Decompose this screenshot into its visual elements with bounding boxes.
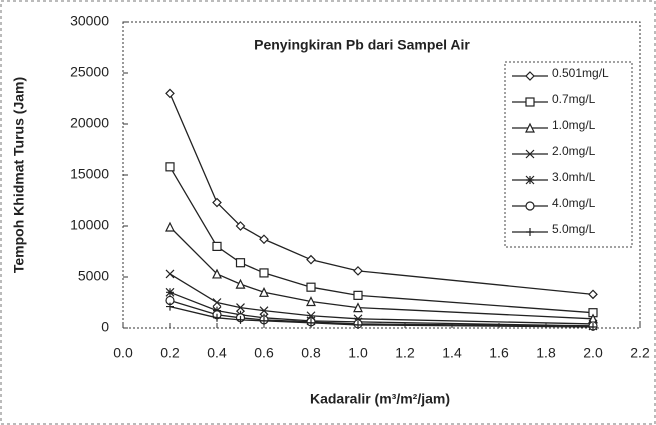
marker (212, 298, 222, 307)
marker (165, 221, 175, 232)
x-tick-label: 0.6 (254, 345, 274, 361)
marker (236, 315, 245, 324)
marker (235, 278, 246, 289)
legend-marker (525, 149, 535, 159)
marker (306, 254, 316, 265)
marker (259, 268, 269, 278)
legend-marker (525, 201, 535, 211)
marker (353, 290, 363, 300)
marker (259, 286, 269, 297)
marker (213, 313, 221, 322)
marker (259, 306, 269, 316)
marker (588, 289, 598, 300)
y-tick-label: 0 (101, 319, 109, 335)
y-tick-label: 30000 (70, 13, 109, 29)
legend-marker (526, 228, 534, 236)
marker (212, 241, 222, 251)
legend-marker (525, 71, 535, 81)
y-tick-label: 20000 (70, 115, 109, 131)
x-tick-label: 2.0 (583, 345, 603, 361)
legend-label: 4.0mg/L (552, 196, 596, 210)
marker (589, 322, 597, 331)
legend-label: 1.0mg/L (552, 118, 596, 132)
legend-label: 2.0mg/L (552, 144, 596, 158)
legend-label: 0.501mg/L (552, 66, 609, 80)
marker (235, 258, 246, 268)
marker (165, 269, 175, 279)
marker (259, 234, 269, 245)
marker (212, 197, 222, 208)
x-axis-label: Kadaralir (m³/m²/jam) (310, 391, 450, 407)
y-tick-label: 10000 (70, 217, 109, 233)
marker (165, 88, 175, 99)
marker (236, 303, 245, 313)
x-tick-label: 2.2 (630, 345, 650, 361)
marker (260, 316, 268, 325)
x-tick-label: 1.4 (442, 345, 462, 361)
legend-marker (525, 122, 535, 133)
x-tick-label: 1.2 (395, 345, 415, 361)
marker (212, 268, 222, 279)
legend-label: 5.0mg/L (552, 222, 596, 236)
x-tick-label: 1.6 (489, 345, 509, 361)
y-tick-label: 5000 (78, 268, 109, 284)
legend-label: 3.0mh/L (552, 170, 596, 184)
marker (166, 302, 174, 311)
y-tick-label: 15000 (70, 166, 109, 182)
marker (307, 318, 315, 327)
marker (235, 221, 246, 231)
x-tick-label: 0.0 (113, 345, 133, 361)
marker (306, 282, 316, 292)
x-tick-label: 0.8 (301, 345, 321, 361)
x-tick-label: 0.4 (207, 345, 227, 361)
marker (353, 266, 363, 276)
y-axis-label: Tempoh Khidmat Turus (Jam) (11, 77, 27, 273)
marker (306, 296, 316, 307)
legend-marker (525, 175, 535, 185)
legend-marker (525, 97, 535, 107)
x-tick-label: 1.0 (348, 345, 368, 361)
x-tick-label: 0.2 (160, 345, 180, 361)
chart-title: Penyingkiran Pb dari Sampel Air (254, 37, 470, 53)
marker (353, 302, 363, 313)
legend-label: 0.7mg/L (552, 92, 596, 106)
x-tick-label: 1.8 (536, 345, 556, 361)
y-tick-label: 25000 (70, 64, 109, 80)
marker (165, 162, 175, 172)
marker (165, 287, 175, 297)
marker (354, 320, 362, 329)
